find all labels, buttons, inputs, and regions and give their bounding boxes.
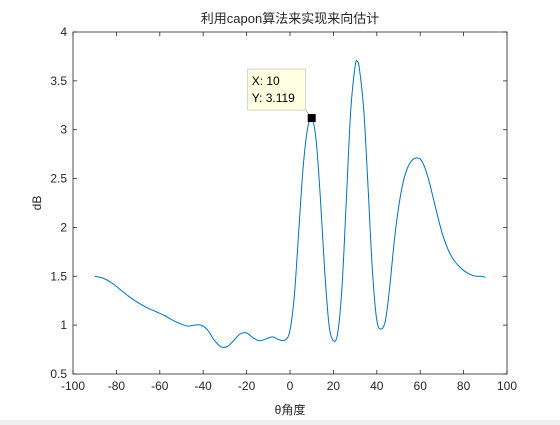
y-tick-label: 4 (60, 25, 67, 39)
x-tick-label: -60 (151, 379, 169, 393)
y-tick-label: 3 (60, 123, 67, 137)
x-tick-label: -80 (108, 379, 126, 393)
series-line (94, 60, 486, 348)
datatip[interactable]: X: 10 Y: 3.119 (247, 68, 316, 123)
datatip-marker[interactable] (307, 114, 316, 123)
x-tick-label: -40 (195, 379, 213, 393)
y-axis-label: dB (30, 196, 44, 211)
datatip-x-text: X: 10 (252, 74, 280, 88)
chart-title: 利用capon算法来实现来向估计 (201, 11, 379, 26)
x-tick-label: -20 (238, 379, 256, 393)
y-tick-label: 1.5 (50, 269, 67, 283)
y-tick-label: 0.5 (50, 367, 67, 381)
x-tick-label: 60 (414, 379, 428, 393)
y-tick-label: 3.5 (50, 74, 67, 88)
x-tick-label: 100 (497, 379, 517, 393)
x-tick-label: 40 (370, 379, 384, 393)
x-tick-label: 20 (327, 379, 341, 393)
y-tick-label: 2.5 (50, 172, 67, 186)
ticks-layer: -100 -80 -60 -40 -20 0 20 40 60 80 100 0.5 1 1.5 2 2.5 3… (50, 25, 517, 393)
x-tick-label: 80 (457, 379, 471, 393)
y-tick-label: 1 (60, 318, 67, 332)
x-axis-label: θ角度 (275, 402, 306, 417)
y-tick-label: 2 (60, 220, 67, 234)
x-tick-label: -100 (61, 379, 85, 393)
datatip-y-text: Y: 3.119 (252, 91, 295, 105)
plot-box (72, 31, 508, 375)
datatip-box[interactable] (247, 68, 307, 111)
x-tick-label: 0 (287, 379, 294, 393)
